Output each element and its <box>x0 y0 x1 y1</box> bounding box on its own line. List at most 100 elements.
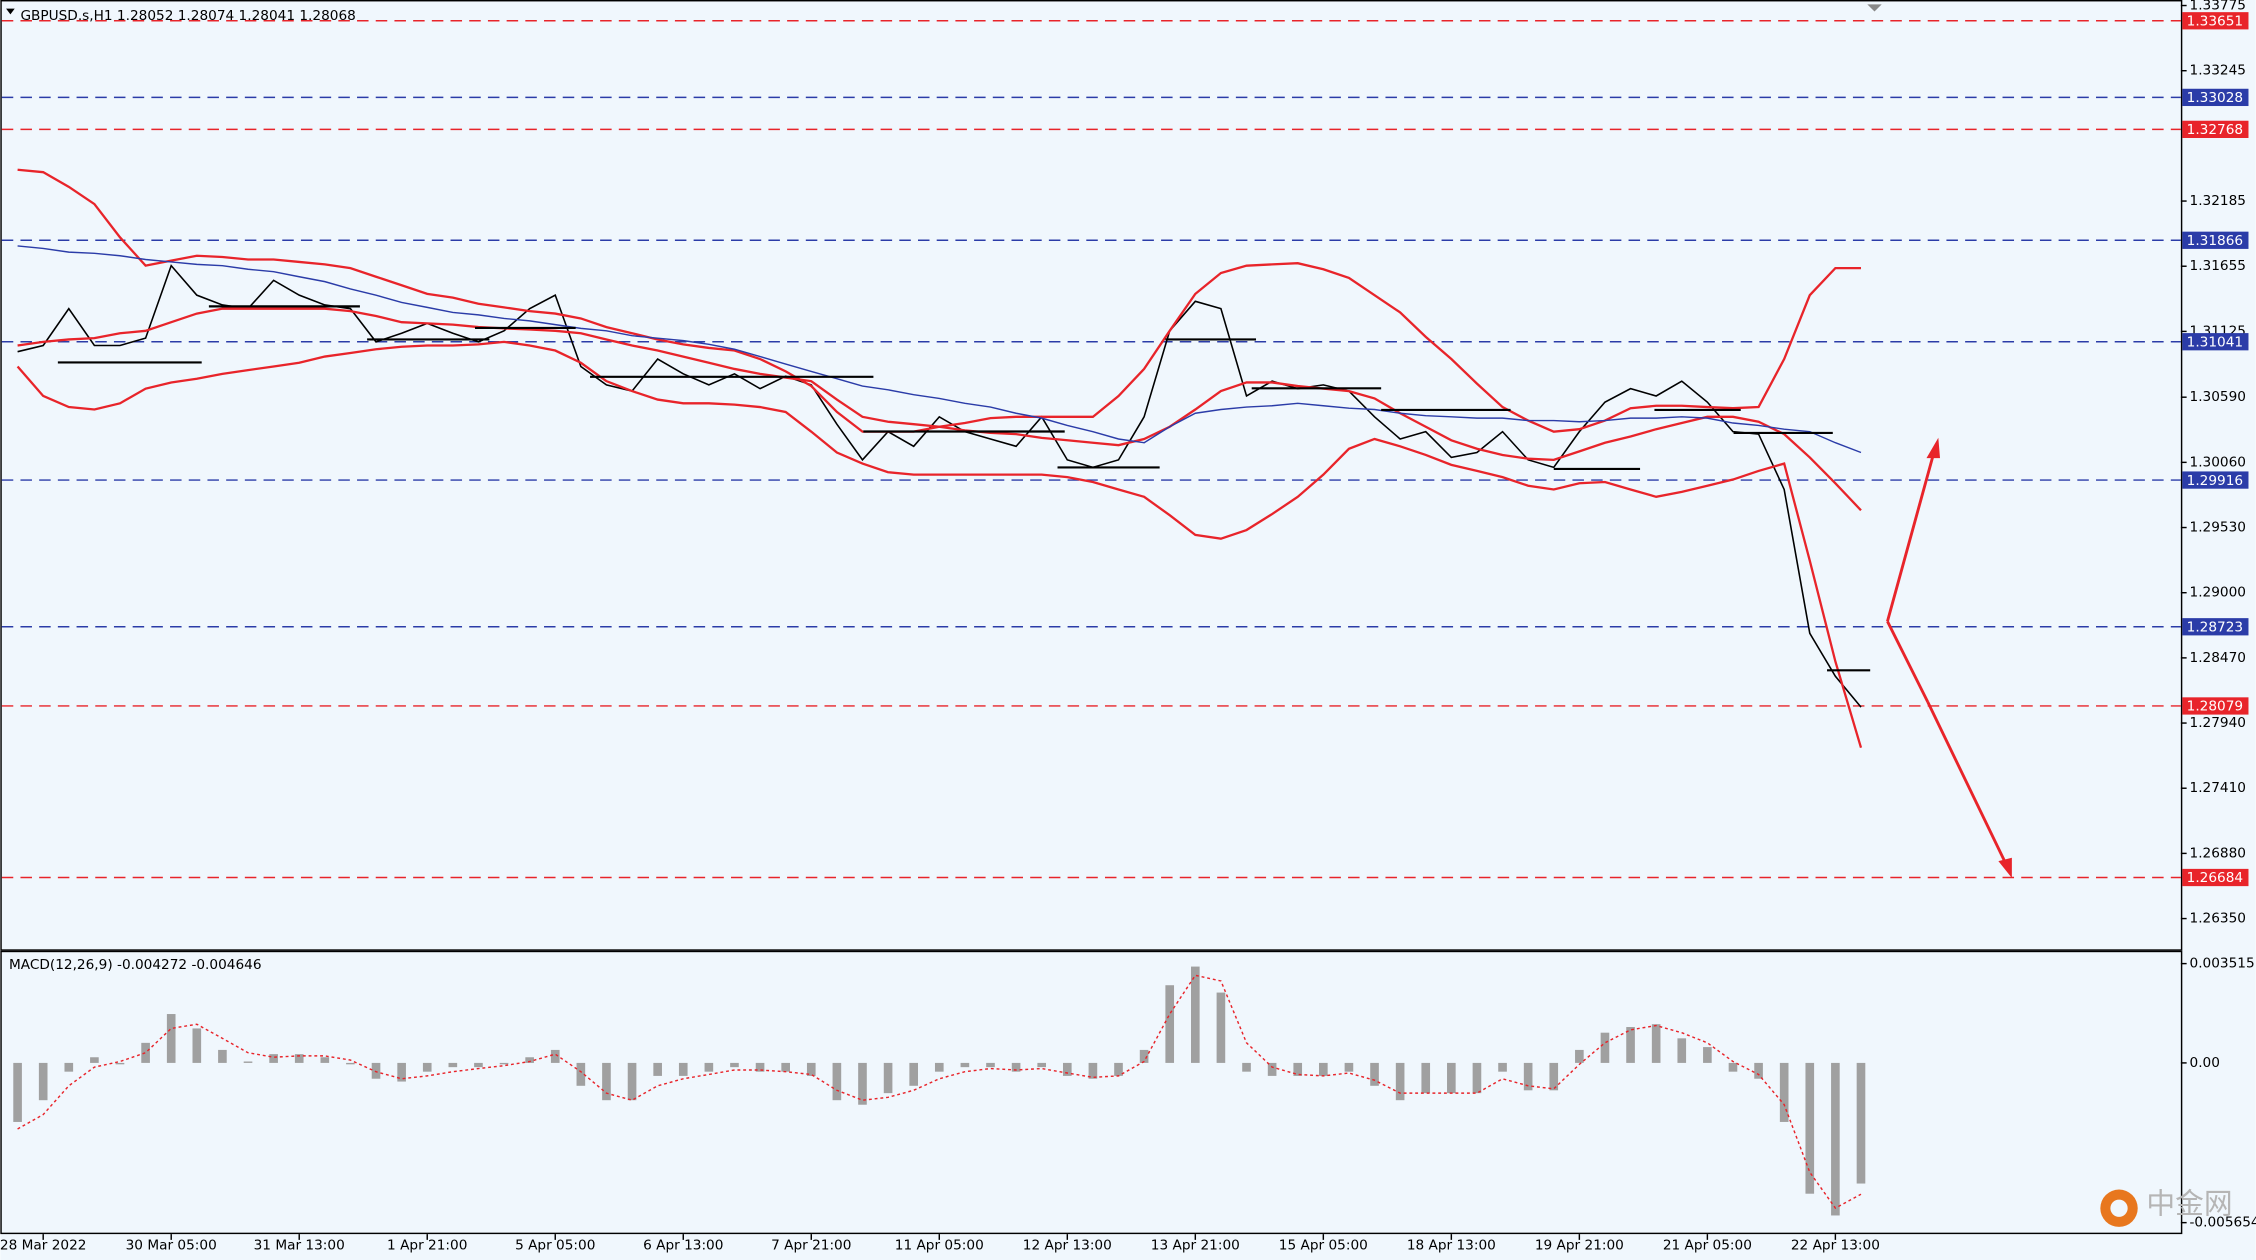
macd-bar <box>38 1062 48 1101</box>
macd-bar <box>1344 1062 1354 1072</box>
x-tick-label: 11 Apr 05:00 <box>895 1238 984 1254</box>
macd-bar <box>1575 1049 1584 1063</box>
macd-bar <box>704 1062 714 1072</box>
macd-bar <box>602 1062 611 1101</box>
x-tick-label: 13 Apr 21:00 <box>1151 1238 1240 1254</box>
macd-bar <box>781 1062 790 1072</box>
macd-bar <box>832 1062 842 1101</box>
macd-bar <box>550 1049 560 1063</box>
y-tick-label: 1.29000 <box>2190 585 2246 601</box>
level-label-box <box>2182 618 2249 636</box>
macd-bar <box>1754 1062 1763 1079</box>
macd-bar <box>294 1054 304 1063</box>
y-tick-label: 1.33775 <box>2190 0 2246 14</box>
macd-bar <box>883 1062 893 1094</box>
y-tick-label: 1.33245 <box>2190 63 2246 79</box>
macd-bar <box>525 1057 534 1063</box>
macd-bar <box>1728 1062 1738 1072</box>
y-tick-label: 1.26350 <box>2190 911 2246 927</box>
macd-bar <box>653 1062 662 1076</box>
macd-bar <box>678 1062 688 1076</box>
macd-bar <box>115 1062 125 1065</box>
level-label-box <box>2182 333 2249 351</box>
price-line <box>17 264 1862 708</box>
macd-bar <box>1114 1062 1123 1076</box>
macd-bar <box>1088 1062 1098 1079</box>
arrow-head <box>1998 857 2012 879</box>
arrow-up <box>1886 448 1937 622</box>
y-tick-label: 1.28470 <box>2190 650 2246 666</box>
y-tick-label: 1.31655 <box>2190 258 2246 274</box>
x-tick-label: 6 Apr 13:00 <box>643 1238 723 1254</box>
macd-bar <box>730 1062 739 1068</box>
x-tick-label: 18 Apr 13:00 <box>1407 1238 1496 1254</box>
macd-bar <box>755 1062 765 1072</box>
x-tick-label: 21 Apr 05:00 <box>1663 1238 1752 1254</box>
macd-bar <box>1395 1062 1405 1101</box>
level-label: 1.33028 <box>2187 90 2243 106</box>
y-tick-label: -0.005654 <box>2190 1215 2256 1231</box>
macd-bar <box>858 1062 867 1105</box>
macd-bar <box>1472 1062 1482 1094</box>
macd-bar <box>1779 1062 1789 1122</box>
level-label: 1.28079 <box>2187 699 2243 715</box>
y-tick-label: 0.00 <box>2190 1055 2220 1071</box>
macd-bar <box>1011 1062 1021 1072</box>
symbol-header: GBPUSD.s,H1 1.28052 1.28074 1.28041 1.28… <box>20 8 355 24</box>
macd-bar <box>1651 1024 1661 1063</box>
plot-layer <box>1 20 2181 1216</box>
x-tick-label: 22 Apr 13:00 <box>1791 1238 1880 1254</box>
level-label-box <box>2182 868 2249 887</box>
y-tick-label: 1.30060 <box>2190 454 2246 470</box>
arrow-down <box>1886 620 1930 703</box>
macd-bar <box>934 1062 944 1072</box>
x-tick-label: 12 Apr 13:00 <box>1023 1238 1112 1254</box>
macd-bar <box>1805 1062 1815 1194</box>
level-label-box <box>2182 697 2249 715</box>
macd-bar <box>1421 1062 1431 1094</box>
macd-bar <box>1191 966 1200 1063</box>
macd-header: MACD(12,26,9) -0.004272 -0.004646 <box>9 957 262 973</box>
level-label: 1.31041 <box>2187 334 2243 350</box>
x-tick-label: 30 Mar 05:00 <box>126 1238 217 1254</box>
macd-bar <box>1626 1027 1635 1063</box>
macd-bar <box>499 1062 509 1065</box>
level-label: 1.33651 <box>2187 14 2243 30</box>
price-panel-border <box>0 0 2183 951</box>
y-tick-label: 1.27940 <box>2190 715 2246 731</box>
x-tick-label: 7 Apr 21:00 <box>771 1238 851 1254</box>
macd-bar <box>1831 1062 1840 1216</box>
macd-bar <box>1370 1062 1379 1086</box>
forecast-arrows <box>1886 437 2012 879</box>
y-tick-label: 1.32185 <box>2190 193 2246 209</box>
x-tick-label: 15 Apr 05:00 <box>1279 1238 1368 1254</box>
macd-bar <box>1549 1062 1559 1091</box>
macd-bar <box>576 1062 586 1086</box>
level-label: 1.26684 <box>2187 870 2243 886</box>
watermark: 中金网 <box>2146 1186 2232 1220</box>
indicator-line <box>17 307 1862 512</box>
macd-bar <box>1447 1062 1456 1094</box>
macd-bar <box>1600 1032 1610 1063</box>
macd-bar <box>320 1057 330 1063</box>
level-label-box <box>2182 231 2249 249</box>
macd-bar <box>474 1062 483 1068</box>
level-label: 1.31866 <box>2187 233 2243 249</box>
macd-bar <box>243 1061 253 1063</box>
indicator-line <box>17 245 1862 454</box>
macd-bar <box>1267 1062 1277 1076</box>
macd-bar <box>397 1062 406 1082</box>
macd-bar <box>1498 1062 1507 1072</box>
y-tick-label: 0.003515 <box>2190 956 2255 972</box>
logo-inner <box>2110 1199 2128 1217</box>
level-label: 1.28723 <box>2187 619 2243 635</box>
arrow-head <box>1926 437 1941 459</box>
y-tick-label: 1.30590 <box>2190 389 2246 405</box>
pivot-lines <box>57 305 1871 672</box>
macd-bar <box>422 1062 432 1072</box>
y-tick-label: 1.26880 <box>2190 845 2246 861</box>
macd-bar <box>1139 1049 1149 1063</box>
